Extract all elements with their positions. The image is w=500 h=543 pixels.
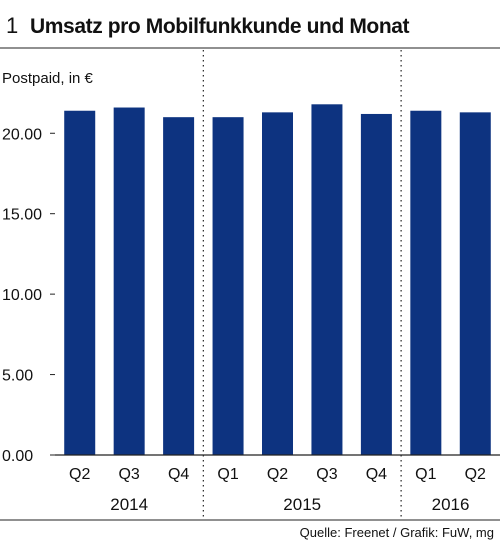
bar	[459, 112, 491, 455]
x-tick-label: Q3	[118, 466, 139, 483]
x-tick-label: Q4	[168, 466, 189, 483]
x-tick-label: Q3	[316, 466, 337, 483]
bar	[163, 117, 195, 455]
chart-number: 1	[6, 13, 18, 38]
y-tick-label: 5.00	[2, 368, 33, 385]
chart-title: Umsatz pro Mobilfunkkunde und Monat	[30, 15, 410, 38]
x-tick-label: Q1	[217, 466, 238, 483]
unit-label: Postpaid, in €	[2, 70, 94, 87]
year-label: 2014	[110, 495, 148, 514]
bar	[311, 104, 343, 455]
y-tick-label: 0.00	[2, 448, 33, 465]
year-label: 2015	[283, 495, 321, 514]
bar	[262, 112, 293, 455]
year-label: 2016	[432, 495, 470, 514]
bar	[64, 110, 96, 455]
x-tick-label: Q4	[366, 466, 387, 483]
bar	[410, 110, 442, 455]
y-tick-label: 20.00	[2, 126, 42, 143]
x-tick-label: Q2	[267, 466, 288, 483]
x-tick-label: Q2	[69, 466, 90, 483]
x-tick-label: Q1	[415, 466, 436, 483]
bar	[113, 107, 145, 456]
y-tick-label: 10.00	[2, 287, 42, 304]
bar	[212, 117, 244, 455]
source-note: Quelle: Freenet / Grafik: FuW, mg	[300, 525, 494, 540]
x-tick-label: Q2	[465, 466, 486, 483]
bar	[360, 113, 392, 456]
plot-area: 0.00 5.00 10.00 15.00 20.00 Q2 Q3 Q4 Q1 Q2 Q3 Q4 Q1 Q…	[2, 50, 500, 520]
y-tick-label: 15.00	[2, 207, 42, 224]
